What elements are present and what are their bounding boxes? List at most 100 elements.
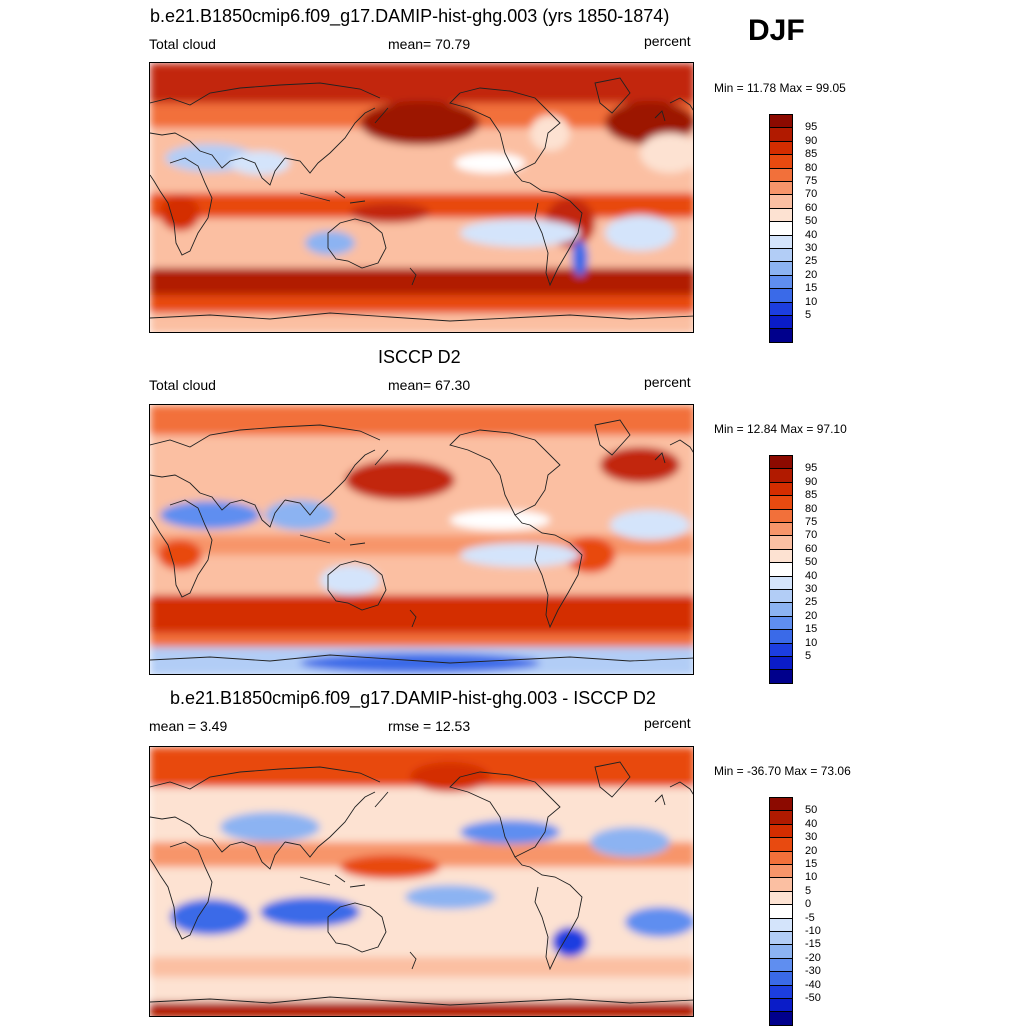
colorbar-tick-label: 95 [805, 121, 818, 134]
coastline-path [327, 560, 387, 611]
contour-field [150, 747, 693, 1016]
colorbar-tick-label: -20 [805, 951, 821, 964]
coastline-path [669, 781, 693, 795]
colorbar-tick-label: 10 [805, 295, 818, 308]
colorbar-tick-label: 40 [805, 569, 818, 582]
field-region [460, 543, 580, 567]
colorbar-swatch [769, 797, 793, 812]
colorbar-swatch [769, 127, 793, 142]
colorbar-tick-label: 40 [805, 817, 818, 830]
field-region [410, 762, 490, 792]
field-region [300, 653, 540, 673]
colorbar-tick-label: 0 [805, 898, 812, 911]
field-region [340, 855, 440, 879]
field-region [360, 101, 480, 145]
colorbar-swatch [769, 917, 793, 932]
field-region [158, 540, 202, 570]
panel3-mean-label: mean = 3.49 [149, 718, 228, 734]
field-region [160, 501, 260, 529]
panel2-minmax: Min = 12.84 Max = 97.10 [714, 422, 847, 436]
field-region [460, 219, 580, 247]
panel1-units-label: percent [644, 33, 691, 49]
panel2-title: ISCCP D2 [378, 347, 461, 367]
colorbar-swatch [769, 508, 793, 523]
colorbar-tick-label: 25 [805, 596, 818, 609]
colorbar-swatch [769, 328, 793, 343]
field-band [150, 633, 693, 647]
colorbar-swatch [769, 548, 793, 564]
colorbar-swatch [769, 468, 793, 483]
coastline-path [199, 150, 286, 186]
colorbar-tick-label: 5 [805, 309, 812, 321]
colorbar-tick-label: 30 [805, 583, 818, 595]
field-band [150, 405, 693, 435]
colorbar-swatch [769, 823, 793, 839]
colorbar-swatch [769, 656, 793, 671]
colorbar-tick-label: 20 [805, 844, 818, 857]
colorbar-tick-label: -50 [805, 992, 821, 1004]
panel1-map [149, 62, 694, 333]
coastline-path [654, 452, 666, 464]
panel1-title: b.e21.B1850cmip6.f09_g17.DAMIP-hist-ghg.… [150, 6, 670, 26]
field-region [640, 133, 693, 173]
colorbar-swatch [769, 864, 793, 879]
colorbar-tick-label: -30 [805, 965, 821, 978]
coastline-path [150, 312, 693, 322]
coastline-path [594, 761, 631, 798]
coastline-path [150, 996, 693, 1006]
colorbar-tick-label: 75 [805, 175, 818, 187]
field-region [345, 460, 455, 500]
field-region [590, 827, 670, 857]
colorbar-swatch [769, 140, 793, 156]
colorbar-swatch [769, 248, 793, 263]
field-region [405, 885, 495, 909]
colorbar-swatch [769, 114, 793, 129]
colorbar-swatch [769, 221, 793, 236]
colorbar-swatch [769, 495, 793, 510]
coastline-path [299, 874, 366, 888]
colorbar-swatch [769, 154, 793, 169]
colorbar-swatch [769, 957, 793, 973]
colorbar-tick-label: 20 [805, 268, 818, 281]
coastline-path [409, 267, 417, 286]
panel3-units-label: percent [644, 715, 691, 731]
colorbar-swatch [769, 234, 793, 249]
field-region [320, 565, 380, 595]
colorbar-swatch [769, 535, 793, 550]
panel2-units-label: percent [644, 374, 691, 390]
colorbar-tick-label: 60 [805, 201, 818, 214]
colorbar-swatch [769, 931, 793, 946]
panel3-map-svg [150, 747, 693, 1016]
field-band [150, 957, 693, 977]
coastline-path [150, 157, 213, 256]
panel3-minmax: Min = -36.70 Max = 73.06 [714, 764, 851, 778]
colorbar-tick-label: 50 [805, 804, 818, 817]
colorbar-tick-label: 50 [805, 215, 818, 228]
colorbar-tick-label: 5 [805, 650, 812, 662]
colorbar-tick-label: 15 [805, 858, 818, 870]
colorbar-swatch [769, 481, 793, 497]
contour-field [150, 405, 693, 674]
colorbar-tick-label: 90 [805, 134, 818, 147]
field-region [455, 153, 525, 173]
field-region [220, 812, 320, 842]
colorbar-swatch [769, 615, 793, 631]
colorbar-swatch [769, 181, 793, 196]
coastlines [150, 77, 693, 322]
colorbar-tick-label: 75 [805, 516, 818, 528]
coastline-path [150, 654, 693, 664]
field-region [565, 537, 615, 573]
colorbar-swatch [769, 207, 793, 223]
coastline-path [529, 524, 583, 629]
field-band [150, 295, 693, 313]
coastline-path [150, 132, 201, 152]
coastline-path [150, 766, 381, 790]
colorbar-tick-label: 15 [805, 623, 818, 636]
colorbar-tick-label: 10 [805, 636, 818, 649]
colorbar-swatch [769, 562, 793, 577]
colorbar-swatch [769, 850, 793, 865]
panel2-variable-label: Total cloud [149, 377, 216, 393]
colorbar-tick-label: -10 [805, 925, 821, 937]
field-region [460, 820, 560, 844]
coastline-path [409, 609, 417, 628]
